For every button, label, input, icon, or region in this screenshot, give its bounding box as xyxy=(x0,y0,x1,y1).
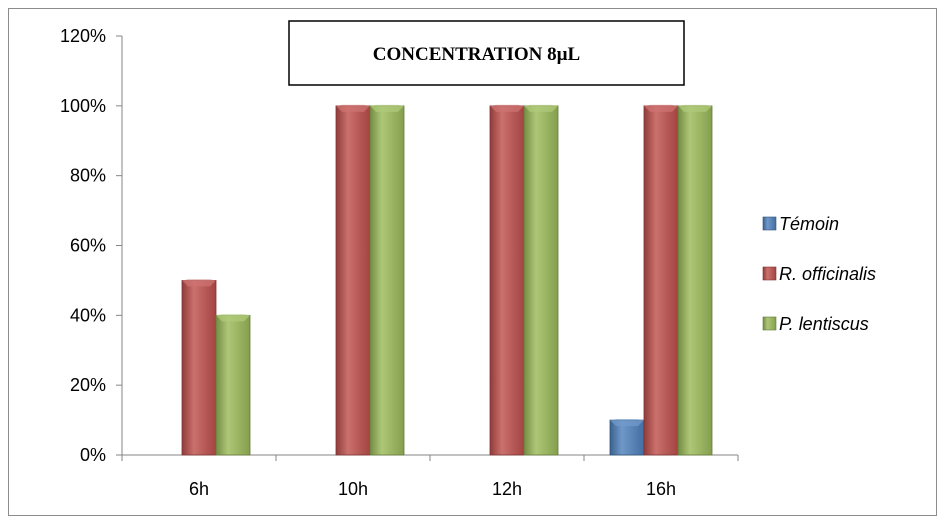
chart-title: CONCENTRATION 8µL xyxy=(373,44,580,65)
bar-top-bevel xyxy=(644,104,678,106)
bar-top-bevel xyxy=(490,104,524,106)
bar-bevel xyxy=(644,105,678,112)
bar-top-bevel xyxy=(678,104,712,106)
legend-label: P. lentiscus xyxy=(779,314,869,334)
legend-swatch xyxy=(762,316,777,331)
bar-bevel xyxy=(678,105,712,112)
bar-r-officinalis-16h xyxy=(643,105,679,456)
chart-legend: Témoin R. officinalis P. lentiscus xyxy=(762,214,876,334)
bar-r-officinalis-12h xyxy=(489,105,525,456)
chart-bars xyxy=(181,104,713,456)
bar-top-bevel xyxy=(610,419,644,421)
bar-p-lentiscus-10h xyxy=(369,105,405,456)
y-tick-label: 120% xyxy=(60,26,106,46)
chart-frame xyxy=(8,8,937,516)
x-tick-label: 12h xyxy=(492,479,522,499)
bar-bevel xyxy=(370,105,404,112)
bar-r-officinalis-10h xyxy=(335,105,371,456)
bar-p-lentiscus-6h xyxy=(215,314,251,456)
y-tick-label: 60% xyxy=(70,236,106,256)
y-tick-label: 40% xyxy=(70,305,106,325)
y-tick-label: 20% xyxy=(70,375,106,395)
bar-top-bevel xyxy=(182,279,216,281)
bar-bevel xyxy=(610,420,644,427)
y-tick-label: 0% xyxy=(80,445,106,465)
y-tick-label: 80% xyxy=(70,166,106,186)
bar-top-bevel xyxy=(524,104,558,106)
legend-label: R. officinalis xyxy=(779,264,876,284)
y-tick-label: 100% xyxy=(60,96,106,116)
bar-bevel xyxy=(490,105,524,112)
bar-bevel xyxy=(336,105,370,112)
bar-bevel xyxy=(182,280,216,287)
bar-bevel xyxy=(216,315,250,322)
x-tick-label: 6h xyxy=(189,479,209,499)
bar-top-bevel xyxy=(336,104,370,106)
bar-top-bevel xyxy=(370,104,404,106)
legend-swatch xyxy=(762,266,777,281)
bar-bevel xyxy=(524,105,558,112)
bar-p-lentiscus-12h xyxy=(523,105,559,456)
x-tick-label: 16h xyxy=(646,479,676,499)
bar-p-lentiscus-16h xyxy=(677,105,713,456)
bar-top-bevel xyxy=(216,314,250,316)
legend-swatch xyxy=(762,216,777,231)
bar-r-officinalis-6h xyxy=(181,280,217,456)
legend-label: Témoin xyxy=(779,214,839,234)
chart-title-box: CONCENTRATION 8µL xyxy=(288,20,685,86)
x-tick-label: 10h xyxy=(338,479,368,499)
